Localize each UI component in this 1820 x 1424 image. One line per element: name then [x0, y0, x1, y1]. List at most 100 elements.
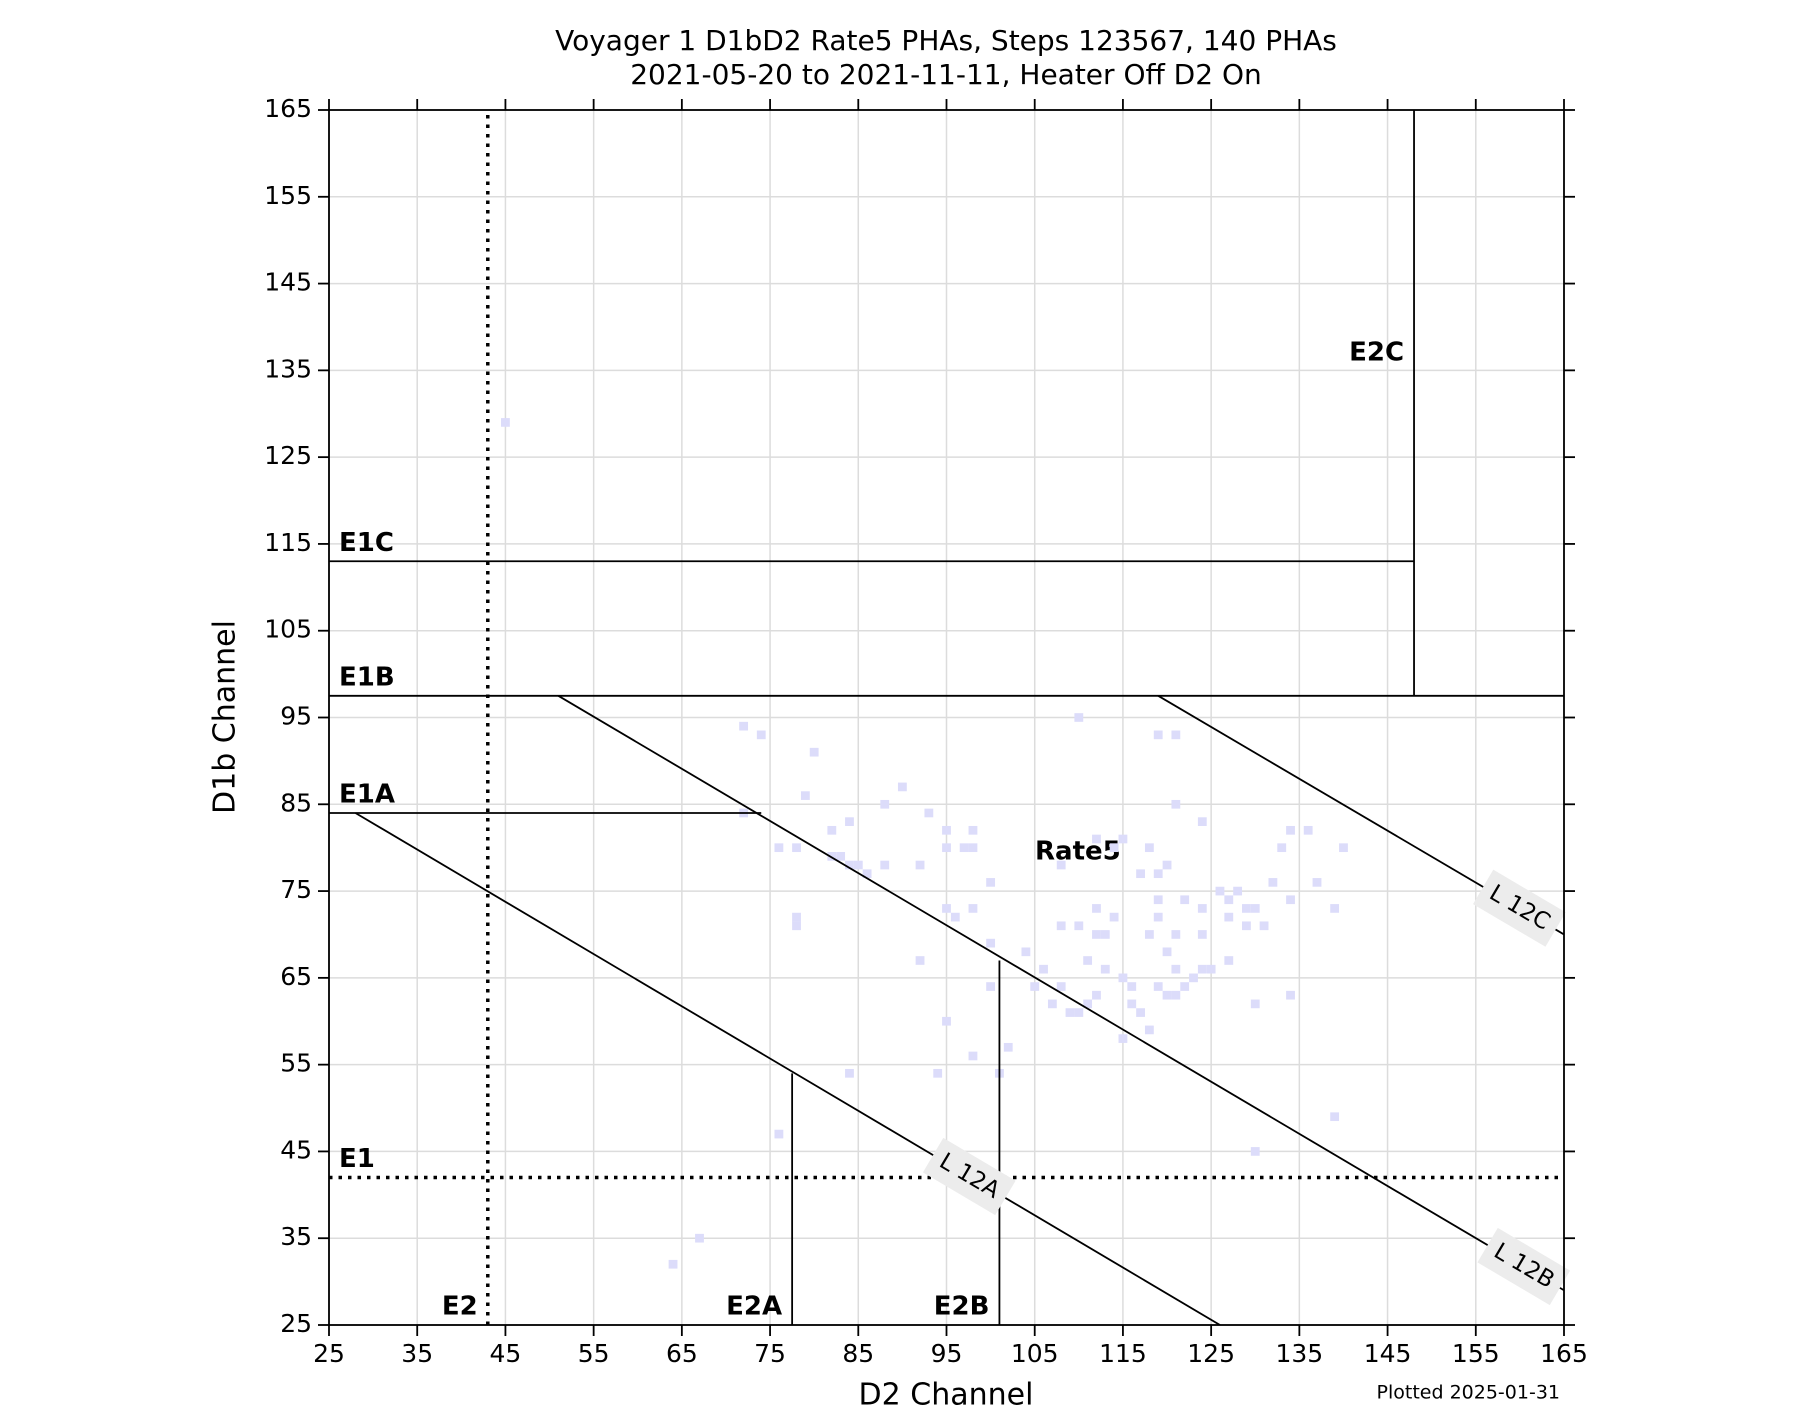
data-cell	[756, 730, 766, 740]
line-label: E1C	[339, 528, 394, 558]
data-cell	[915, 860, 925, 870]
data-cell	[1250, 1147, 1260, 1156]
label-box	[1473, 869, 1566, 947]
data-cell	[1189, 973, 1198, 983]
label-box	[922, 1137, 1016, 1216]
data-cell	[792, 921, 801, 931]
data-cell	[1109, 843, 1119, 853]
data-cell	[1136, 1008, 1145, 1017]
data-cell	[986, 878, 996, 887]
data-cell	[968, 843, 978, 853]
data-cell	[968, 825, 978, 835]
data-cell	[1286, 825, 1295, 835]
y-tick-label: 135	[264, 354, 312, 383]
data-cell	[942, 1016, 951, 1026]
y-tick-label: 115	[264, 528, 312, 557]
data-cell	[1047, 999, 1057, 1009]
data-cell	[1206, 964, 1216, 974]
data-cell	[1153, 982, 1163, 991]
data-cell	[1074, 713, 1084, 722]
data-cell	[942, 904, 951, 913]
data-cell	[1268, 878, 1278, 887]
x-tick-label: 45	[490, 1339, 522, 1368]
data-cell	[1092, 834, 1101, 844]
data-cell	[1153, 912, 1163, 922]
data-cell	[1092, 930, 1101, 939]
data-cell	[1100, 930, 1110, 939]
chart-subtitle: 2021-05-20 to 2021-11-11, Heater Off D2 …	[630, 58, 1262, 91]
data-cell	[897, 782, 907, 792]
data-cell	[1162, 990, 1172, 1000]
x-tick-label: 105	[1011, 1339, 1059, 1368]
data-cell	[942, 825, 951, 835]
data-cell	[1233, 886, 1243, 896]
data-cell	[1224, 912, 1234, 922]
data-cell	[1127, 999, 1137, 1009]
data-cell	[1171, 799, 1181, 809]
x-axis-label: D2 Channel	[859, 1378, 1034, 1413]
data-cell	[1171, 964, 1181, 974]
data-cell	[668, 1259, 678, 1269]
data-cell	[1144, 843, 1154, 853]
data-cell	[1171, 990, 1181, 1000]
data-cell	[1083, 999, 1093, 1009]
data-cell	[1197, 964, 1207, 974]
data-cell	[1171, 730, 1181, 740]
boundary-line	[557, 695, 1564, 1292]
y-tick-label: 25	[280, 1309, 312, 1338]
data-cell	[1092, 904, 1101, 913]
data-cell	[1003, 1042, 1013, 1052]
data-cell	[1162, 947, 1172, 957]
data-cell	[1144, 930, 1154, 939]
data-cell	[880, 799, 890, 809]
data-cell	[933, 1068, 943, 1078]
chart-title: Voyager 1 D1bD2 Rate5 PHAs, Steps 123567…	[555, 24, 1337, 57]
data-cell	[1136, 869, 1145, 879]
x-tick-label: 75	[754, 1339, 786, 1368]
data-cell	[1171, 930, 1181, 939]
data-cell	[1092, 990, 1101, 1000]
data-cell	[1215, 886, 1225, 896]
data-cell	[695, 1233, 704, 1243]
line-label-box: L 12A	[922, 1137, 1016, 1216]
data-cell	[853, 860, 863, 870]
line-label: E2B	[934, 1292, 990, 1322]
data-cell	[1197, 817, 1207, 826]
line-label-box: L 12C	[1473, 869, 1566, 947]
y-tick-label: 105	[264, 615, 312, 644]
data-cell	[845, 817, 854, 826]
data-cell	[800, 791, 810, 800]
x-tick-label: 135	[1275, 1339, 1323, 1368]
data-cell	[1303, 825, 1313, 835]
data-cell	[827, 852, 837, 861]
data-cell	[1242, 904, 1251, 913]
data-cell	[1118, 1034, 1128, 1043]
data-cell	[1144, 1025, 1154, 1035]
data-cell	[1339, 843, 1348, 853]
footnote: Plotted 2025-01-31	[1377, 1382, 1560, 1404]
y-tick-label: 155	[264, 181, 312, 210]
data-cell	[1056, 860, 1066, 870]
line-label: E1A	[339, 779, 395, 809]
data-cell	[1180, 982, 1190, 991]
data-cell	[1153, 730, 1163, 740]
data-cell	[792, 912, 801, 922]
data-cell	[774, 843, 784, 853]
x-tick-label: 165	[1540, 1339, 1588, 1368]
x-tick-label: 145	[1364, 1339, 1412, 1368]
data-cell	[862, 869, 872, 879]
y-tick-label: 125	[264, 441, 312, 470]
data-cell	[1162, 860, 1172, 870]
line-label: E2	[442, 1292, 478, 1322]
x-tick-label: 25	[313, 1339, 345, 1368]
data-cell	[1056, 921, 1066, 931]
y-tick-label: 55	[280, 1049, 312, 1078]
data-cell	[924, 808, 934, 818]
data-cell	[739, 721, 749, 731]
x-tick-label: 115	[1099, 1339, 1147, 1368]
data-cell	[1312, 878, 1322, 887]
annotation: Rate5	[1035, 837, 1121, 867]
data-cell	[1286, 895, 1295, 905]
data-cell	[1118, 973, 1128, 983]
data-cell	[774, 1129, 784, 1139]
